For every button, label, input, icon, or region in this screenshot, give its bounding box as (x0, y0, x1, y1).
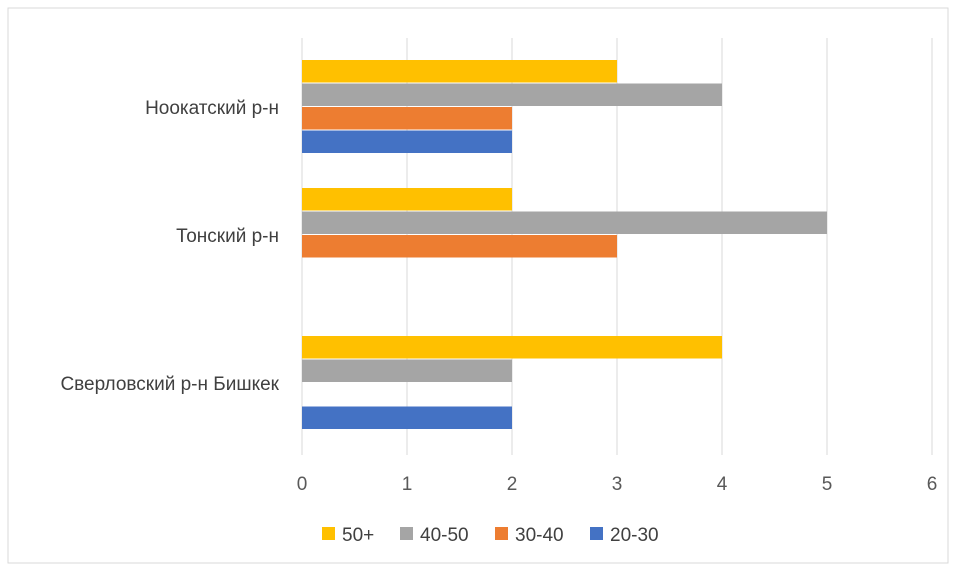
x-tick-label: 6 (927, 474, 938, 495)
legend-swatch (495, 527, 508, 540)
x-tick-label: 2 (507, 474, 518, 495)
bars (302, 60, 827, 429)
legend-swatch (400, 527, 413, 540)
bar (302, 107, 512, 130)
bar (302, 235, 617, 258)
legend: 50+ 40-50 30-40 20-30 (322, 525, 659, 546)
category-label: Сверловский р-н Бишкек (60, 374, 279, 395)
x-tick-label: 0 (297, 474, 308, 495)
bar (302, 130, 512, 153)
category-label: Тонский р-н (176, 226, 279, 247)
x-tick-label: 5 (822, 474, 833, 495)
legend-swatch (590, 527, 603, 540)
bar (302, 211, 827, 234)
x-tick-label: 1 (402, 474, 413, 495)
bar (302, 336, 722, 359)
bar (302, 406, 512, 429)
axes: 0 1 2 3 4 5 6 Ноокатский р-н Тонский р-н Сверловс… (60, 98, 937, 495)
category-label: Ноокатский р-н (145, 98, 279, 119)
bar (302, 60, 617, 83)
x-tick-label: 4 (717, 474, 728, 495)
bar (302, 359, 512, 382)
legend-label: 40-50 (420, 525, 469, 546)
legend-label: 30-40 (515, 525, 564, 546)
legend-swatch (322, 527, 335, 540)
bar (302, 188, 512, 211)
x-tick-label: 3 (612, 474, 623, 495)
legend-label: 50+ (342, 525, 374, 546)
legend-label: 20-30 (610, 525, 659, 546)
bar (302, 83, 722, 106)
